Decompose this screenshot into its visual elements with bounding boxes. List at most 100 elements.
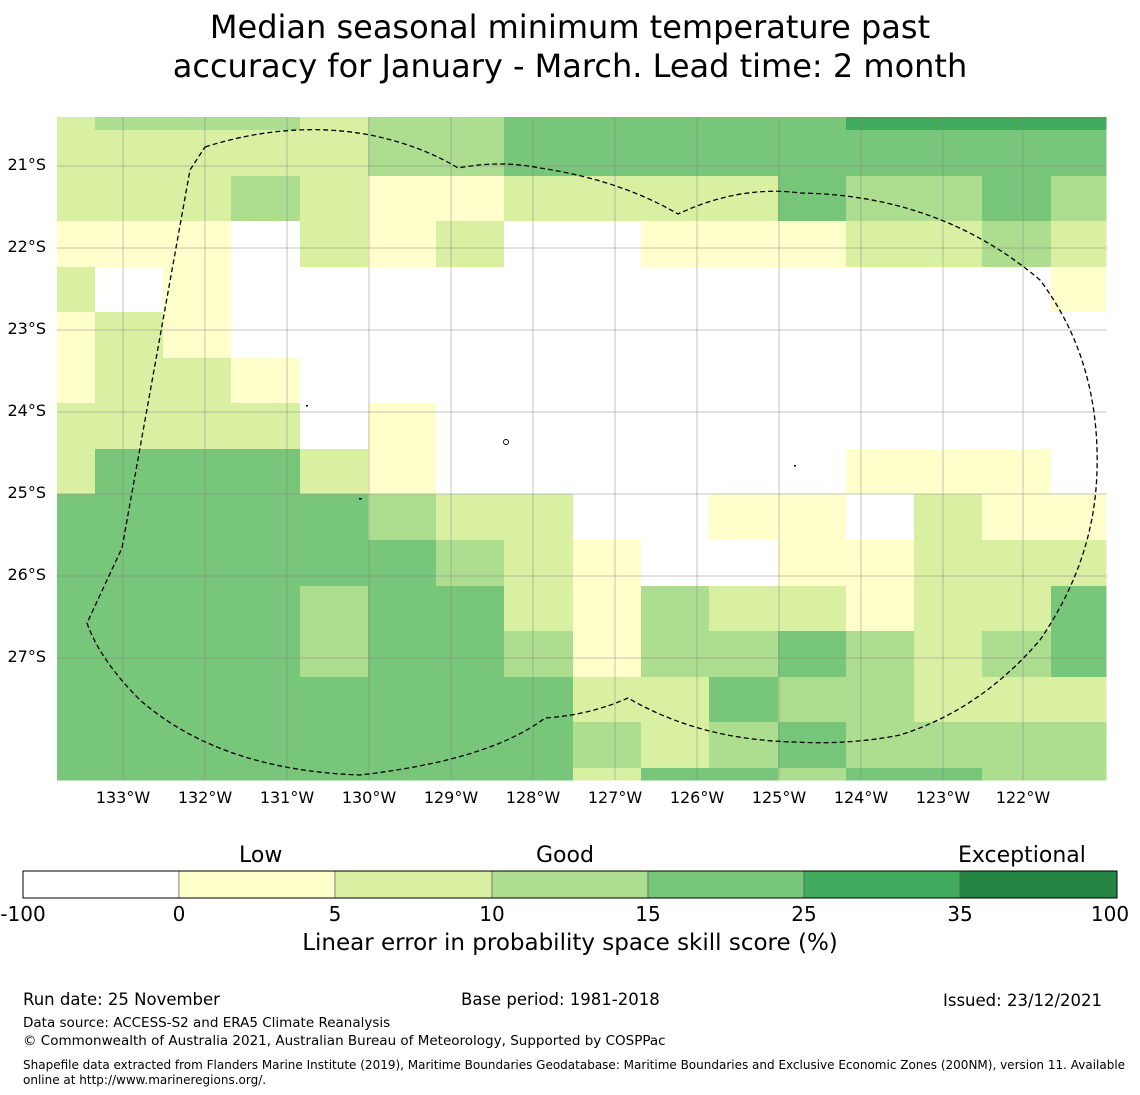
heatmap-cell [641,221,710,268]
heatmap-cell [504,358,574,404]
heatmap-cell [641,130,710,177]
heatmap-cell [368,176,437,222]
heatmap-cell [914,449,983,495]
heatmap-cell [368,312,437,359]
heatmap-cell [368,449,437,495]
heatmap-cell [846,631,915,678]
colorbar-tick: 25 [791,902,817,926]
heatmap-cell [231,176,301,222]
heatmap-cell [982,117,1052,131]
heatmap-cell [163,130,232,177]
colorbar-swatch [22,870,180,899]
heatmap-cell [57,312,96,359]
heatmap-cell [641,267,710,313]
heatmap-cell [846,221,915,268]
heatmap-cell [709,267,779,313]
heatmap-cell [914,768,983,781]
heatmap-cell [436,221,505,268]
heatmap-cell [163,312,232,359]
heatmap-cell [300,403,369,450]
heatmap-cell [709,586,779,632]
heatmap-cell [641,586,710,632]
island-marker [359,498,362,500]
heatmap-cell [846,677,915,723]
heatmap-cell [95,221,164,268]
heatmap-cell [846,586,915,632]
heatmap-cell [573,449,642,495]
heatmap-cell [504,312,574,359]
colorbar-frame [22,870,1118,899]
heatmap-cell [57,221,96,268]
heatmap-cell [1051,494,1107,541]
heatmap-cell [368,221,437,268]
heatmap-cell [57,540,96,587]
heatmap-cell [368,540,437,587]
heatmap-cell [95,494,164,541]
heatmap-cell [231,130,301,177]
heatmap-cell [504,221,574,268]
heatmap-cell [709,221,779,268]
heatmap-cell [982,130,1052,177]
heatmap-cell [846,176,915,222]
lat-tick-label: 27°S [7,647,46,666]
heatmap-cell [982,722,1052,769]
heatmap-cell [436,176,505,222]
heatmap-cell [1051,130,1107,177]
colorbar-swatch [178,870,336,899]
heatmap-cell [95,130,164,177]
heatmap-cell [846,494,915,541]
heatmap-cell [573,722,642,769]
heatmap-cell [436,117,505,131]
heatmap-cell [368,267,437,313]
heatmap-cell [436,267,505,313]
heatmap-cell [914,312,983,359]
heatmap-cell [846,722,915,769]
heatmap-cell [982,677,1052,723]
map-plot [57,117,1107,781]
heatmap-cell [231,358,301,404]
heatmap-cell [846,768,915,781]
heatmap-cell [300,677,369,723]
heatmap-cell [163,677,232,723]
heatmap-cell [573,631,642,678]
heatmap-cell [982,540,1052,587]
heatmap-cell [914,176,983,222]
heatmap-cell [231,403,301,450]
heatmap-cell [709,358,779,404]
heatmap-cell [914,403,983,450]
heatmap-cell [1051,586,1107,632]
heatmap-cell [709,768,779,781]
heatmap-cell [436,494,505,541]
heatmap-cell [231,722,301,769]
heatmap-cell [57,403,96,450]
heatmap-cell [914,358,983,404]
heatmap-cell [504,130,574,177]
heatmap-cell [778,768,847,781]
data-source: Data source: ACCESS-S2 and ERA5 Climate … [23,1015,391,1031]
heatmap-cell [778,540,847,587]
heatmap-cell [368,586,437,632]
heatmap-cell [300,586,369,632]
heatmap-cell [163,117,232,131]
heatmap-cell [231,494,301,541]
heatmap-cell [846,403,915,450]
heatmap-cell [573,403,642,450]
heatmap-cell [95,267,164,313]
heatmap-cell [368,130,437,177]
heatmap-cell [504,449,574,495]
heatmap-cell [573,540,642,587]
heatmap-cell [709,449,779,495]
heatmap-cell [1051,768,1107,781]
lat-tick-label: 21°S [7,155,46,174]
colorbar-swatches [22,870,1118,899]
heatmap-cell [300,631,369,678]
heatmap-cell [641,403,710,450]
heatmap-cell [368,631,437,678]
heatmap-cell [778,130,847,177]
heatmap-cell [95,540,164,587]
heatmap-cell [709,631,779,678]
heatmap-cell [778,631,847,678]
heatmap-cell [95,677,164,723]
heatmap-cell [57,267,96,313]
heatmap-cell [300,221,369,268]
